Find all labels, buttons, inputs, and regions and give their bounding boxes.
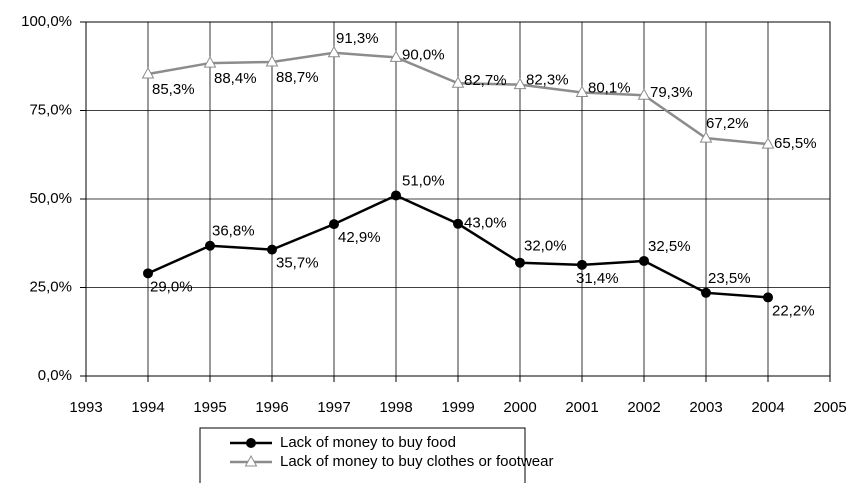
x-tick-label: 2005 bbox=[813, 399, 846, 416]
point bbox=[513, 77, 527, 90]
value-label: 22,2% bbox=[772, 302, 815, 319]
x-tick-label: 2000 bbox=[503, 399, 536, 416]
value-label: 31,4% bbox=[576, 270, 619, 287]
value-label: 85,3% bbox=[152, 81, 195, 98]
value-label: 51,0% bbox=[402, 172, 445, 189]
x-tick-label: 1999 bbox=[441, 399, 474, 416]
point bbox=[143, 268, 153, 279]
point bbox=[451, 76, 465, 88]
x-tick-label: 1995 bbox=[193, 399, 226, 416]
value-label: 90,0% bbox=[402, 46, 445, 63]
y-tick-label: 75,0% bbox=[29, 101, 72, 118]
point bbox=[515, 257, 525, 268]
point bbox=[265, 54, 279, 67]
value-label: 91,3% bbox=[336, 30, 379, 47]
value-label: 79,3% bbox=[650, 84, 693, 101]
y-tick-label: 0,0% bbox=[38, 367, 72, 384]
point bbox=[761, 137, 775, 149]
x-tick-label: 1994 bbox=[131, 399, 164, 416]
x-tick-label: 2003 bbox=[689, 399, 722, 416]
value-label: 82,3% bbox=[526, 72, 569, 89]
value-label: 35,7% bbox=[276, 255, 319, 272]
y-tick-label: 50,0% bbox=[29, 190, 72, 207]
point bbox=[699, 131, 713, 143]
plot-border bbox=[85, 21, 831, 377]
value-label: 82,7% bbox=[464, 72, 507, 89]
point bbox=[577, 259, 587, 270]
point bbox=[391, 190, 401, 201]
value-label: 32,0% bbox=[524, 238, 567, 255]
legend-label: Lack of money to buy food bbox=[280, 434, 456, 451]
legend-marker bbox=[246, 438, 256, 448]
x-tick-label: 2004 bbox=[751, 399, 784, 416]
x-tick-label: 1997 bbox=[317, 399, 350, 416]
y-tick-label: 25,0% bbox=[29, 278, 72, 295]
point bbox=[453, 218, 463, 229]
x-tick-label: 2002 bbox=[627, 399, 660, 416]
legend-marker bbox=[244, 454, 258, 467]
point bbox=[141, 67, 155, 79]
value-label: 43,0% bbox=[464, 215, 507, 232]
value-label: 88,4% bbox=[214, 70, 257, 87]
point bbox=[267, 244, 277, 255]
point bbox=[329, 219, 339, 230]
y-tick-label: 100,0% bbox=[21, 13, 72, 30]
value-label: 65,5% bbox=[774, 135, 817, 152]
point bbox=[575, 85, 589, 97]
value-label: 36,8% bbox=[212, 223, 255, 240]
value-label: 29,0% bbox=[150, 278, 193, 295]
legend-box bbox=[199, 427, 526, 485]
value-label: 67,2% bbox=[706, 115, 749, 132]
point bbox=[639, 255, 649, 266]
point bbox=[701, 287, 711, 298]
value-label: 42,9% bbox=[338, 229, 381, 246]
x-tick-label: 1996 bbox=[255, 399, 288, 416]
point bbox=[205, 240, 215, 251]
x-tick-label: 1993 bbox=[69, 399, 102, 416]
value-label: 88,7% bbox=[276, 69, 319, 86]
point bbox=[389, 50, 403, 62]
legend-label: Lack of money to buy clothes or footwear bbox=[280, 453, 553, 470]
value-label: 80,1% bbox=[588, 79, 631, 96]
point bbox=[763, 292, 773, 303]
value-label: 23,5% bbox=[708, 270, 751, 287]
x-tick-label: 1998 bbox=[379, 399, 412, 416]
x-tick-label: 2001 bbox=[565, 399, 598, 416]
point bbox=[637, 88, 651, 100]
point bbox=[203, 56, 217, 68]
value-label: 32,5% bbox=[648, 238, 691, 255]
point bbox=[327, 45, 341, 58]
